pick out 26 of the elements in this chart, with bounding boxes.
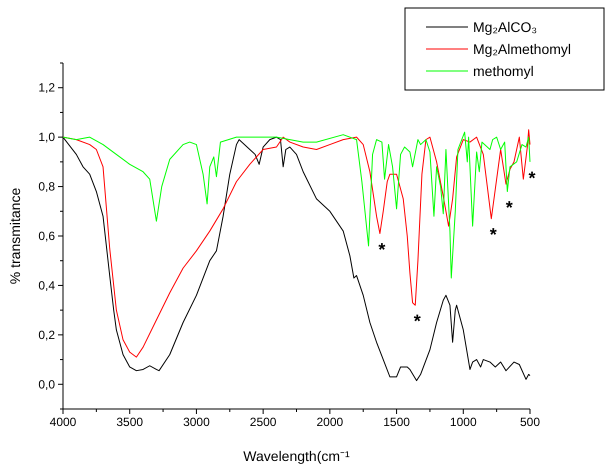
x-tick-label: 4000 [50, 415, 77, 429]
x-tick-label: 2000 [316, 415, 344, 429]
y-tick-label: 0,2 [38, 328, 56, 342]
y-tick-label: 1,2 [38, 80, 56, 95]
y-tick-label: 0,4 [38, 278, 56, 292]
x-axis-title: Wavelength(cm⁻¹ [243, 448, 350, 464]
y-tick-label: 0,6 [38, 229, 56, 243]
x-tick-label: 2500 [250, 415, 277, 429]
y-tick-label: 0,8 [38, 180, 56, 194]
annotation: * [506, 198, 513, 218]
y-tick-label: 1,0 [38, 130, 56, 144]
x-tick-label: 1500 [383, 415, 410, 429]
annotation: * [490, 224, 497, 245]
annotation: * [528, 168, 536, 188]
x-tick-label: 1000 [450, 415, 477, 429]
annotation: * [414, 311, 421, 332]
legend-label: methomyl [473, 63, 534, 79]
line-series [62, 132, 530, 279]
y-tick-label: 0,0 [38, 377, 56, 392]
x-tick-label: 3000 [183, 415, 210, 429]
annotation: * [378, 240, 386, 260]
x-tick-label: 3500 [116, 415, 144, 429]
legend-label: Mg₂Almethomyl [473, 41, 572, 57]
legend-label: Mg₂AlCO₃ [473, 19, 538, 35]
y-axis-title: % transmitance [7, 188, 23, 284]
x-tick-label: 500 [520, 415, 540, 429]
